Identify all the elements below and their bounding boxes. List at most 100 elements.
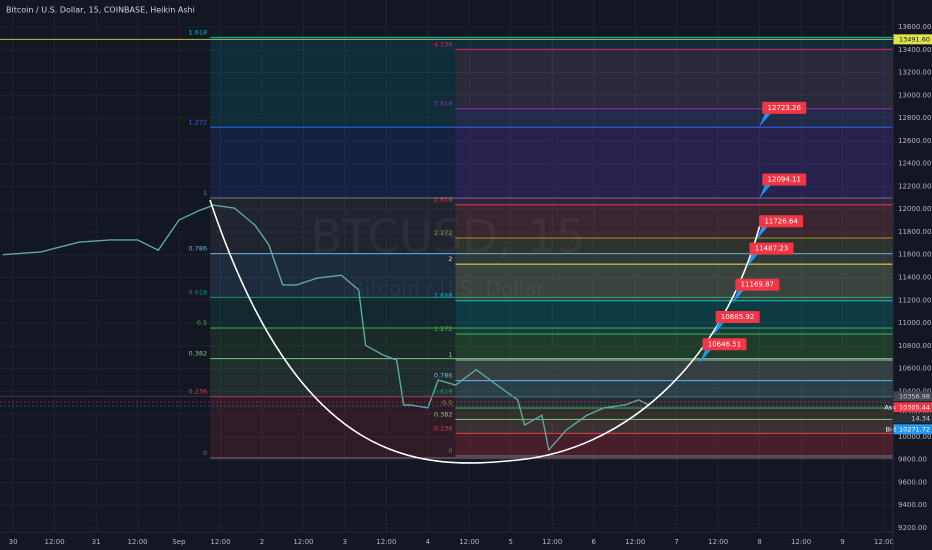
callout-box: [749, 242, 794, 255]
fib-level-label: 0: [203, 449, 207, 457]
fib-level-label: 1: [448, 351, 452, 359]
fib-zone: [455, 237, 893, 265]
fib-level-label: 0.618: [434, 388, 453, 396]
y-tick-label: 11200.00: [898, 296, 931, 304]
fib-level-label: 0.382: [189, 350, 208, 358]
x-tick-label: 12:00: [542, 538, 562, 546]
spread-label: 14.34: [911, 414, 930, 422]
x-tick-label: 8: [757, 538, 761, 546]
fib-level-label: 1.272: [434, 325, 453, 333]
fib-zone: [455, 49, 893, 109]
price-tag: [893, 402, 932, 413]
fib-level-label: 0.382: [434, 410, 453, 418]
price-tag-name: Ask: [884, 403, 896, 411]
chart-title: Bitcoin / U.S. Dollar, 15, COINBASE, Hei…: [6, 6, 195, 15]
price-tag-label: Bid 10271.72: [886, 425, 930, 433]
y-tick-label: 11600.00: [898, 251, 931, 259]
y-tick-label: 12000.00: [898, 205, 931, 213]
y-tick-label: 9800.00: [898, 456, 927, 464]
fib-level-label: 1.618: [189, 28, 208, 36]
callout-pointer: [756, 226, 769, 241]
y-tick-label: 13000.00: [898, 91, 931, 99]
x-tick-label: 12:00: [459, 538, 479, 546]
callout-box: [762, 101, 807, 114]
x-tick-label: Sep: [172, 538, 186, 546]
fib-zone: [455, 408, 893, 420]
fib-level-label: 0: [448, 447, 452, 455]
fib-zone: [455, 333, 893, 361]
fib-level-label: 2.272: [434, 229, 453, 237]
y-tick-label: 9200.00: [898, 524, 927, 532]
x-tick-label: 2: [260, 538, 264, 546]
arc-drawing: [209, 199, 761, 464]
callout-pointer: [759, 112, 772, 127]
y-tick-label: 13600.00: [898, 23, 931, 31]
fib-zone: [210, 358, 893, 397]
callout-pointer: [732, 289, 745, 304]
x-tick-label: 12:00: [127, 538, 147, 546]
callout-pointer: [759, 184, 772, 199]
fib-zone: [455, 433, 893, 457]
x-tick-label: 12:00: [293, 538, 313, 546]
fib-level-label: 0.5: [197, 319, 207, 327]
callout-box: [702, 338, 747, 351]
x-tick-label: 4: [426, 538, 431, 546]
price-tag: [893, 34, 932, 45]
price-tag: [893, 424, 932, 435]
x-tick-label: 6: [591, 538, 596, 546]
price-line: [2, 204, 650, 452]
fib-zone: [455, 264, 893, 301]
callout-label: 11487.23: [755, 245, 788, 253]
price-tag-value: 10305.44: [899, 403, 930, 411]
y-tick-label: 12200.00: [898, 182, 931, 190]
fib-zone: [210, 297, 893, 329]
x-tick-label: 12:00: [376, 538, 396, 546]
x-tick-label: 7: [674, 538, 678, 546]
x-tick-label: 5: [509, 538, 513, 546]
fib-zone: [455, 419, 893, 434]
fib-zone: [455, 396, 893, 409]
callout-label: 11169.87: [741, 281, 774, 289]
callout-label: 12094.11: [768, 175, 801, 183]
y-tick-label: 11400.00: [898, 274, 931, 282]
callout-label: 10885.92: [721, 313, 754, 321]
fib-level-label: 0.236: [434, 424, 453, 432]
y-tick-label: 10000.00: [898, 433, 931, 441]
fib-level-label: 1.618: [434, 292, 453, 300]
y-tick-label: 12400.00: [898, 160, 931, 168]
fib-zone: [455, 360, 893, 381]
y-tick-label: 12800.00: [898, 114, 931, 122]
callout-label: 11726.64: [764, 217, 798, 225]
price-tag: [893, 391, 932, 402]
y-tick-label: 13200.00: [898, 69, 931, 77]
fib-zone: [455, 300, 893, 334]
x-tick-label: 12:00: [210, 538, 230, 546]
x-tick-label: 12:00: [708, 538, 728, 546]
x-tick-label: 12:00: [625, 538, 645, 546]
callout-label: 10646.51: [708, 340, 741, 348]
fib-zone: [210, 127, 893, 199]
price-tag-label: 13491.60: [899, 35, 930, 43]
y-tick-label: 11800.00: [898, 228, 931, 236]
x-tick-label: 3: [343, 538, 347, 546]
price-tag-label: 10356.98: [899, 392, 930, 400]
callout-box: [759, 215, 804, 228]
x-tick-label: 12:00: [791, 538, 811, 546]
y-tick-label: 10800.00: [898, 342, 931, 350]
x-tick-label: 9: [840, 538, 844, 546]
fib-zone: [455, 204, 893, 238]
callout-box: [735, 278, 780, 291]
callout-pointer: [712, 322, 725, 337]
fib-zone: [455, 380, 893, 397]
x-tick-label: 12:00: [874, 538, 894, 546]
callout-box: [762, 173, 807, 186]
fib-level-label: 2.618: [434, 196, 453, 204]
y-tick-label: 9600.00: [898, 478, 927, 486]
y-tick-label: 12600.00: [898, 137, 931, 145]
callout-pointer: [746, 253, 759, 268]
callout-pointer: [699, 349, 712, 364]
price-tag-name: Bid: [886, 425, 896, 433]
price-tag-value: 10271.72: [899, 425, 930, 433]
y-tick-label: 9400.00: [898, 501, 927, 509]
price-tag-label: Ask 10305.44: [884, 403, 930, 411]
